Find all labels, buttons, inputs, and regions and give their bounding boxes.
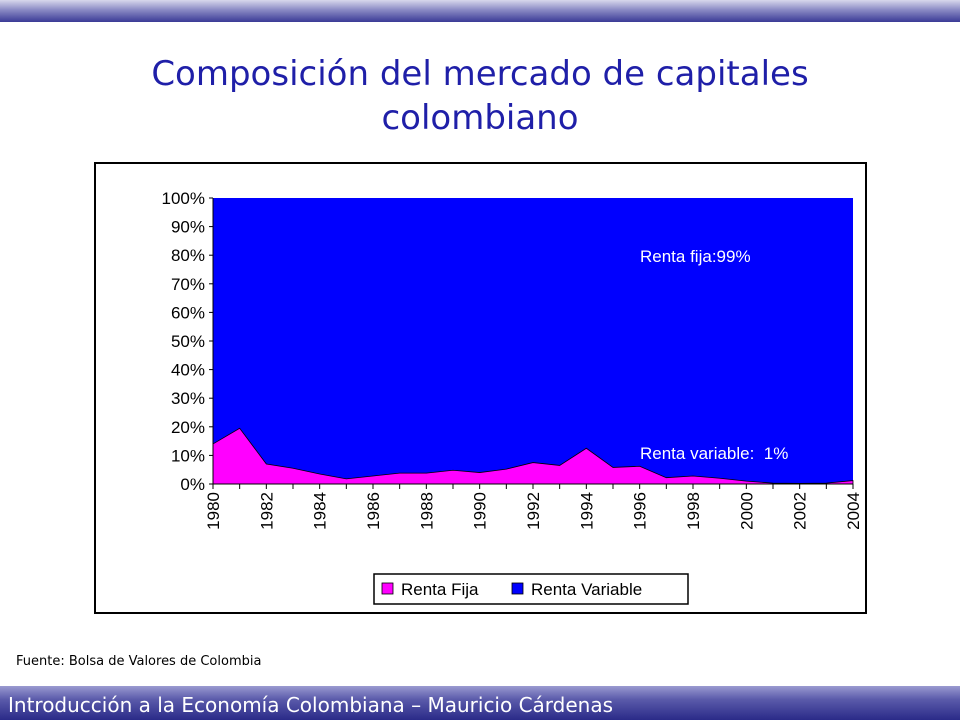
y-tick-label: 70% [171, 275, 205, 294]
series-area-renta-fija [212, 427, 854, 485]
x-tick-label: 2004 [844, 492, 863, 530]
y-tick-label: 60% [171, 303, 205, 322]
top-decorative-band [0, 0, 960, 22]
chart-frame: 0% 10% 20% 30% 40% 50% 60% 70% 80% 90% 100% 1980 19… [94, 162, 867, 614]
y-tick-label: 20% [171, 418, 205, 437]
y-tick-label: 0% [180, 475, 205, 494]
x-tick-label: 1982 [257, 492, 276, 530]
footer-text: Introducción a la Economía Colombiana – … [8, 693, 614, 717]
x-tick-label: 1984 [311, 492, 330, 530]
x-tick-label: 1980 [204, 492, 223, 530]
x-tick-label: 1998 [684, 492, 703, 530]
area-chart: 0%10%20%30%40%50%60%70%80%90%100% 1980 19… [162, 189, 863, 605]
x-tick-label: 1994 [577, 492, 596, 530]
y-tick-label: 90% [171, 218, 205, 237]
slide-title: Composición del mercado de capitales col… [151, 54, 809, 138]
legend-label-renta-fija: Renta Fija [401, 580, 479, 599]
y-tick-label: 30% [171, 389, 205, 408]
y-axis-tick-marks [209, 197, 213, 485]
legend-box [373, 573, 689, 605]
annotation-renta-variable: Renta variable: 1% [640, 444, 788, 463]
y-tick-label: 80% [171, 246, 205, 265]
series-area-renta-variable [213, 198, 853, 484]
annotation-renta-fija: Renta fija:99% [640, 247, 751, 266]
source-note: Fuente: Bolsa de Valores de Colombia [16, 654, 262, 669]
x-tick-label: 2002 [791, 492, 810, 530]
y-axis-tick-labels: 0% 10% 20% 30% 40% 50% 60% 70% 80% 90% 100% [162, 189, 205, 494]
legend-swatch-renta-fija [381, 582, 394, 595]
legend-swatch-renta-variable [511, 582, 524, 595]
y-tick-label: 10% [171, 446, 205, 465]
x-axis-tick-marks [212, 484, 854, 489]
x-tick-label: 1992 [524, 492, 543, 530]
x-tick-label: 1996 [631, 492, 650, 530]
x-tick-label: 1988 [417, 492, 436, 530]
legend-label-renta-variable: Renta Variable [531, 580, 642, 599]
chart-legend: Renta Fija Renta Variable [373, 573, 689, 605]
bottom-decorative-band [0, 686, 960, 720]
y-tick-label: 100% [162, 189, 205, 208]
y-tick-label: 50% [171, 332, 205, 351]
x-tick-label: 1990 [471, 492, 490, 530]
y-tick-label: 40% [171, 361, 205, 380]
x-tick-label: 2000 [737, 492, 756, 530]
x-tick-label: 1986 [364, 492, 383, 530]
x-axis-tick-labels: 1980 1982 1984 1986 1988 1990 1992 1994 1996 1998… [204, 492, 863, 530]
